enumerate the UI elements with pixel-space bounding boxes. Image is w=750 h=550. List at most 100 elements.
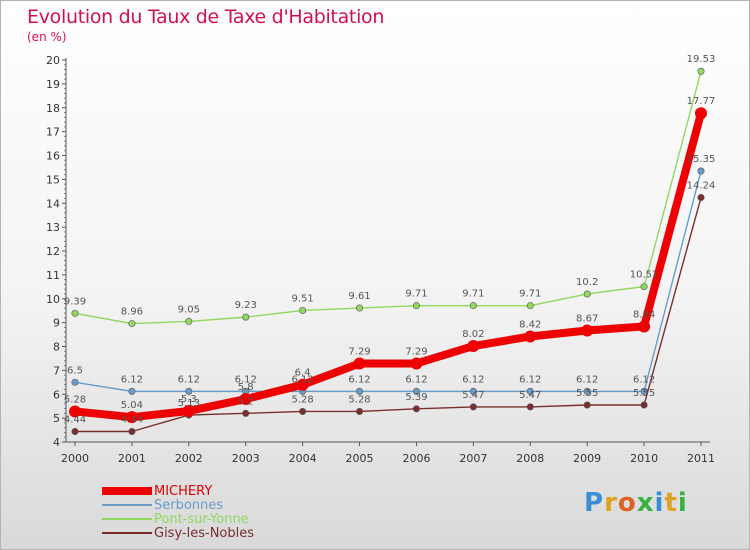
- data-label: 6.12: [235, 374, 257, 385]
- data-point: [239, 393, 252, 406]
- data-point: [583, 387, 591, 395]
- logo-letter: r: [604, 488, 618, 518]
- data-label: 4.44: [64, 414, 86, 425]
- legend-swatch: [102, 518, 152, 520]
- data-point: [71, 378, 79, 386]
- data-point: [640, 283, 648, 291]
- data-point: [581, 324, 594, 337]
- legend-label: MICHERY: [154, 484, 213, 499]
- data-label: 5.13: [178, 398, 200, 409]
- x-tick-label: 2004: [289, 452, 317, 465]
- data-label: 5.8: [238, 382, 254, 393]
- data-point: [640, 401, 648, 409]
- data-label: 19.53: [687, 54, 716, 65]
- data-point: [242, 313, 250, 321]
- data-point: [638, 320, 651, 333]
- data-point: [71, 427, 79, 435]
- y-tick-label: 9: [53, 317, 60, 330]
- y-tick-label: 16: [46, 150, 60, 163]
- data-label: 5.47: [462, 390, 484, 401]
- data-label: 5.28: [348, 394, 370, 405]
- data-point: [356, 387, 364, 395]
- data-point: [467, 340, 480, 353]
- data-label: 5.39: [405, 392, 427, 403]
- y-tick-label: 18: [46, 102, 60, 115]
- data-point: [412, 405, 420, 413]
- data-point: [185, 317, 193, 325]
- legend-label: Gisy-les-Nobles: [154, 526, 255, 541]
- data-point: [299, 407, 307, 415]
- data-point: [128, 387, 136, 395]
- data-point: [128, 320, 136, 328]
- data-point: [469, 387, 477, 395]
- data-label: 8.02: [462, 329, 484, 340]
- data-label: 6.12: [462, 374, 484, 385]
- data-point: [469, 403, 477, 411]
- logo-letter: i: [677, 488, 688, 518]
- data-label: 9.51: [292, 293, 314, 304]
- data-point: [583, 401, 591, 409]
- data-label: 5.28: [64, 394, 86, 405]
- x-tick-label: 2006: [402, 452, 430, 465]
- data-point: [125, 411, 138, 424]
- data-point: [185, 387, 193, 395]
- data-label: 6.12: [292, 374, 314, 385]
- logo-letter: x: [636, 488, 655, 518]
- x-tick-label: 2010: [630, 452, 658, 465]
- data-label: 6.12: [405, 374, 427, 385]
- data-label: 8.42: [519, 319, 541, 330]
- x-tick-label: 2002: [175, 452, 203, 465]
- y-tick-label: 14: [46, 197, 60, 210]
- series-line-gisy-les-nobles: [74, 196, 702, 433]
- data-point: [695, 107, 707, 120]
- data-label: 9.61: [348, 291, 370, 302]
- series-line-pont-sur-yonne: [74, 70, 702, 325]
- logo-letter: P: [584, 488, 605, 518]
- data-label: 5.28: [292, 394, 314, 405]
- data-label: 10.2: [576, 277, 598, 288]
- data-point: [299, 306, 307, 314]
- data-label: 15.35: [687, 154, 716, 165]
- data-label: 7.29: [348, 346, 370, 357]
- data-label: 9.39: [64, 296, 86, 307]
- data-point: [526, 403, 534, 411]
- data-label: 6.12: [633, 374, 655, 385]
- x-tick-label: 2001: [118, 452, 146, 465]
- data-point: [526, 387, 534, 395]
- data-label: 5.47: [519, 390, 541, 401]
- data-point: [296, 378, 309, 391]
- data-label: 8.96: [121, 307, 143, 318]
- series-line-michery: [71, 109, 705, 422]
- data-label: 7.29: [405, 346, 427, 357]
- data-point: [69, 405, 81, 418]
- x-tick-label: 2003: [232, 452, 260, 465]
- legend-label: Serbonnes: [154, 498, 224, 513]
- y-tick-label: 11: [46, 269, 60, 282]
- data-label: 6.4: [295, 368, 311, 379]
- data-point: [583, 290, 591, 298]
- y-tick-label: 5: [53, 412, 60, 425]
- data-point: [526, 302, 534, 310]
- data-label: 5.3: [181, 394, 197, 405]
- data-label: 5.2: [238, 396, 254, 407]
- data-point: [182, 404, 195, 417]
- data-label: 14.24: [687, 181, 716, 192]
- data-label: 8.67: [576, 314, 598, 325]
- data-label: 6.12: [576, 374, 598, 385]
- data-point: [242, 409, 250, 417]
- chart-title: Evolution du Taux de Taxe d'Habitation: [27, 6, 385, 28]
- data-label: 5.55: [633, 388, 655, 399]
- data-point: [469, 302, 477, 310]
- chart-subtitle: (en %): [27, 30, 67, 44]
- legend-swatch: [102, 532, 152, 534]
- data-label: 9.71: [405, 289, 427, 300]
- data-point: [410, 357, 423, 370]
- data-point: [697, 167, 705, 175]
- x-tick-label: 2009: [573, 452, 601, 465]
- logo-letter: t: [664, 488, 678, 518]
- data-point: [356, 304, 364, 312]
- data-label: 9.05: [178, 304, 200, 315]
- data-label: 6.5: [67, 365, 83, 376]
